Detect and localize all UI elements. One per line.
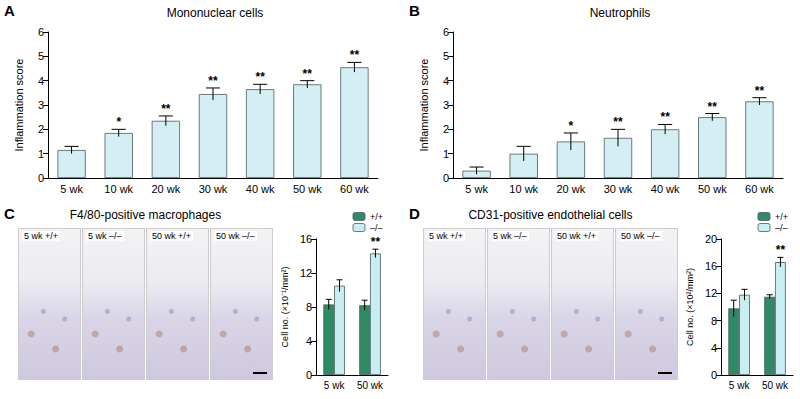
- svg-text:4: 4: [38, 75, 44, 87]
- svg-text:**: **: [350, 48, 360, 62]
- svg-text:0: 0: [38, 172, 44, 184]
- svg-text:40 wk: 40 wk: [246, 183, 275, 195]
- svg-text:12: 12: [705, 287, 717, 299]
- svg-text:Inflammation score: Inflammation score: [13, 59, 25, 152]
- svg-text:1: 1: [443, 148, 449, 160]
- svg-text:Cell no. (×10⁻¹/mm²): Cell no. (×10⁻¹/mm²): [280, 267, 290, 348]
- svg-text:5 wk: 5 wk: [465, 183, 488, 195]
- svg-text:8: 8: [711, 315, 717, 327]
- html-text:50 wk –/–: 50 wk –/–: [621, 231, 660, 241]
- svg-text:**: **: [755, 84, 765, 98]
- svg-text:50 wk: 50 wk: [293, 183, 322, 195]
- svg-text:0: 0: [711, 369, 717, 381]
- svg-text:0: 0: [306, 369, 312, 381]
- html-text:5 wk –/–: 5 wk –/–: [88, 231, 122, 241]
- svg-text:1: 1: [38, 148, 44, 160]
- html-text:5 wk +/+: 5 wk +/+: [24, 231, 58, 241]
- html-text:5 wk +/+: 5 wk +/+: [429, 231, 463, 241]
- svg-text:20: 20: [705, 233, 717, 245]
- svg-text:20 wk: 20 wk: [151, 183, 180, 195]
- svg-text:3: 3: [443, 99, 449, 111]
- svg-text:5 wk: 5 wk: [60, 183, 83, 195]
- svg-text:4: 4: [443, 75, 449, 87]
- svg-text:5: 5: [38, 50, 44, 62]
- svg-text:*: *: [569, 119, 574, 133]
- svg-text:**: **: [371, 235, 381, 249]
- svg-text:20 wk: 20 wk: [556, 183, 585, 195]
- svg-text:**: **: [776, 243, 786, 257]
- svg-text:5 wk: 5 wk: [324, 380, 346, 391]
- svg-text:**: **: [255, 70, 265, 84]
- html-text:50 wk +/+: 50 wk +/+: [557, 231, 596, 241]
- svg-text:60 wk: 60 wk: [745, 183, 774, 195]
- svg-text:30 wk: 30 wk: [199, 183, 228, 195]
- svg-text:16: 16: [705, 260, 717, 272]
- svg-text:Inflammation score: Inflammation score: [418, 59, 430, 152]
- svg-text:40 wk: 40 wk: [651, 183, 680, 195]
- html-text:D: D: [409, 205, 420, 222]
- svg-text:30 wk: 30 wk: [604, 183, 633, 195]
- svg-text:5: 5: [443, 50, 449, 62]
- svg-text:6: 6: [38, 26, 44, 38]
- svg-text:10 wk: 10 wk: [104, 183, 133, 195]
- html-text:CD31-positive endothelial cell: CD31-positive endothelial cells: [468, 208, 633, 222]
- svg-text:**: **: [660, 110, 670, 124]
- svg-text:8: 8: [306, 301, 312, 313]
- svg-text:Cell no. (×10²/mm²): Cell no. (×10²/mm²): [685, 268, 695, 346]
- svg-text:0: 0: [443, 172, 449, 184]
- html-text:Mononuclear cells: Mononuclear cells: [166, 6, 264, 20]
- html-text:50 wk –/–: 50 wk –/–: [216, 231, 255, 241]
- html-text:50 wk +/+: 50 wk +/+: [152, 231, 191, 241]
- svg-text:–/–: –/–: [370, 223, 383, 233]
- html-text:C: C: [4, 205, 15, 222]
- svg-text:4: 4: [711, 342, 717, 354]
- svg-text:2: 2: [443, 123, 449, 135]
- svg-text:3: 3: [38, 99, 44, 111]
- svg-text:50 wk: 50 wk: [357, 380, 384, 391]
- svg-text:6: 6: [443, 26, 449, 38]
- html-text:F4/80-positive macrophages: F4/80-positive macrophages: [69, 208, 222, 222]
- svg-text:**: **: [613, 115, 623, 129]
- svg-text:5 wk: 5 wk: [729, 380, 751, 391]
- svg-text:**: **: [208, 74, 218, 88]
- svg-text:*: *: [116, 115, 121, 129]
- svg-text:4: 4: [306, 335, 312, 347]
- svg-text:60 wk: 60 wk: [340, 183, 369, 195]
- svg-text:**: **: [708, 100, 718, 114]
- html-text:A: A: [4, 2, 15, 19]
- svg-text:–/–: –/–: [775, 223, 788, 233]
- html-text:B: B: [409, 2, 420, 19]
- svg-text:**: **: [303, 67, 313, 81]
- svg-text:+/+: +/+: [370, 212, 383, 222]
- svg-text:+/+: +/+: [775, 212, 788, 222]
- svg-text:16: 16: [300, 233, 312, 245]
- svg-text:**: **: [161, 102, 171, 116]
- html-text:Neutrophils: Neutrophils: [589, 6, 651, 20]
- svg-text:10 wk: 10 wk: [509, 183, 538, 195]
- svg-text:2: 2: [38, 123, 44, 135]
- svg-text:12: 12: [300, 267, 312, 279]
- svg-text:50 wk: 50 wk: [762, 380, 789, 391]
- svg-text:50 wk: 50 wk: [698, 183, 727, 195]
- html-text:5 wk –/–: 5 wk –/–: [493, 231, 527, 241]
